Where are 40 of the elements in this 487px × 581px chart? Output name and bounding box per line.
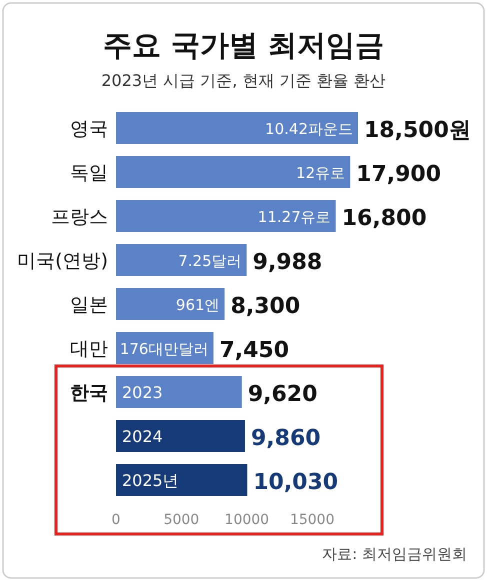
annotation: 961엔 (176, 296, 220, 314)
x-tick-label: 15000 (290, 512, 334, 528)
y-tick-label: 대만 (70, 338, 108, 360)
bar (116, 244, 247, 276)
x-tick-label: 5000 (164, 512, 200, 528)
data-label: 9,860 (250, 426, 321, 451)
chart-title: 주요 국가별 최저임금 (102, 28, 384, 62)
y-tick-label: 독일 (70, 162, 108, 184)
bar (116, 464, 248, 496)
data-label: 9,988 (252, 250, 322, 275)
bar (116, 420, 245, 452)
bar (116, 112, 358, 144)
chart-subtitle: 2023년 시급 기준, 현재 기준 환율 환산 (101, 71, 386, 90)
bar (116, 376, 242, 408)
data-label: 18,500원 (364, 118, 471, 143)
y-tick-label: 미국(연방) (17, 250, 108, 272)
data-label: 9,620 (248, 382, 318, 407)
annotation: 11.27유로 (258, 208, 331, 226)
annotation: 10.42파운드 (265, 120, 353, 138)
y-tick-label: 프랑스 (51, 206, 108, 228)
bar (116, 200, 336, 232)
text: 자료: 최저임금위원회 (322, 545, 467, 563)
data-label: 8,300 (230, 294, 300, 319)
annotation: 176대만달러 (120, 340, 208, 358)
x-tick-label: 10000 (224, 512, 270, 528)
data-label: 7,450 (219, 338, 290, 363)
data-label: 16,800 (342, 206, 427, 231)
y-tick-label: 일본 (70, 294, 108, 316)
data-label: 10,030 (253, 470, 338, 495)
bar (116, 156, 350, 188)
annotation: 2023 (122, 383, 163, 402)
y-tick-label: 영국 (70, 118, 108, 140)
annotation: 7.25달러 (178, 252, 242, 270)
bar (116, 288, 225, 320)
x-tick-label: 0 (112, 512, 120, 528)
annotation: 2025년 (122, 471, 179, 490)
data-label: 17,900 (356, 162, 442, 187)
annotation: 2024 (122, 427, 163, 446)
annotation: 12유로 (296, 164, 346, 182)
y-tick-label: 한국 (70, 382, 108, 404)
